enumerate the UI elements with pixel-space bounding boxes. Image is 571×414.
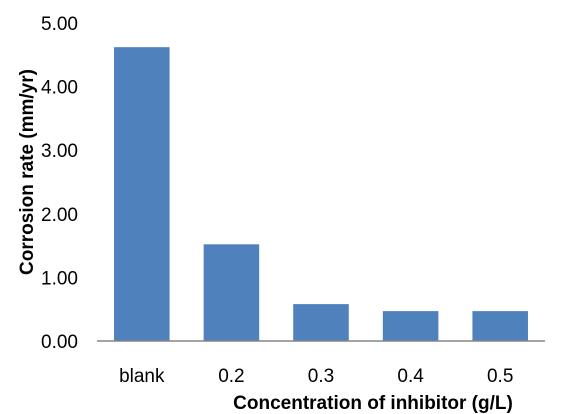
x-tick-label: blank	[119, 366, 165, 387]
y-tick-label: 0.00	[41, 332, 78, 353]
y-tick-label: 1.00	[41, 268, 78, 289]
y-tick-label: 5.00	[41, 14, 78, 35]
x-axis-title: Concentration of inhibitor (g/L)	[233, 393, 513, 414]
y-axis-title: Corrosion rate (mm/yr)	[17, 69, 38, 275]
x-tick-label: 0.4	[397, 366, 424, 387]
bars	[114, 47, 528, 341]
y-axis-ticks: 0.00 1.00 2.00 3.00 4.00 5.00	[41, 14, 78, 353]
y-tick-label: 3.00	[41, 141, 78, 162]
bar-0.4	[382, 311, 439, 341]
y-tick-label: 2.00	[41, 205, 78, 226]
x-tick-label: 0.5	[487, 366, 513, 387]
bar-0.5	[472, 311, 528, 341]
bar-0.3	[293, 304, 349, 341]
bar-0.2	[203, 244, 260, 341]
bar-blank	[114, 47, 170, 341]
x-tick-label: 0.3	[308, 366, 334, 387]
y-tick-label: 4.00	[41, 78, 78, 99]
x-axis-ticks: blank 0.2 0.3 0.4 0.5	[119, 366, 513, 387]
x-tick-label: 0.2	[218, 366, 244, 387]
